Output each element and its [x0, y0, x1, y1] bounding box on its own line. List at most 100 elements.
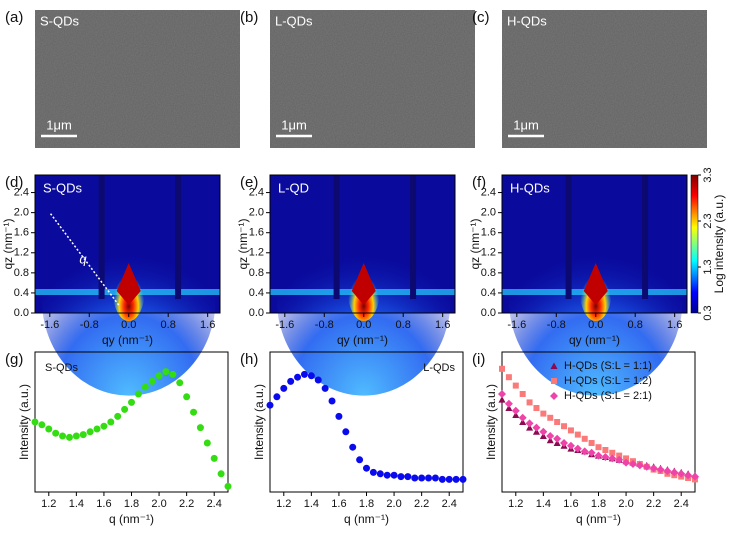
y-axis-label: qz (nm⁻¹) [1, 218, 15, 269]
data-point [321, 384, 329, 392]
data-point [594, 451, 603, 460]
data-point [511, 406, 520, 415]
y-tick-label: 1.6 [481, 227, 496, 239]
x-tick-label: 2.4 [674, 498, 689, 510]
data-point [404, 473, 412, 481]
y-tick-label: 0.4 [249, 287, 264, 299]
data-point [65, 433, 73, 441]
x-tick-label: -1.6 [275, 319, 294, 331]
x-tick-label: 0.0 [588, 319, 603, 331]
y-tick-label: 0.0 [14, 307, 29, 319]
data-point [459, 475, 467, 483]
x-tick-label: 0.8 [628, 319, 643, 331]
data-point [546, 432, 555, 440]
data-point [376, 470, 384, 478]
x-axis-label: q (nm⁻¹) [109, 512, 154, 526]
data-point [505, 374, 512, 381]
x-tick-label: 1.8 [124, 498, 139, 510]
x-tick-label: -1.6 [507, 319, 526, 331]
data-point [210, 454, 218, 462]
data-point [532, 423, 541, 432]
data-point [176, 379, 184, 387]
data-point [553, 434, 562, 443]
panel-tag: (e) [240, 174, 258, 191]
data-point [499, 365, 505, 372]
data-point [438, 475, 446, 483]
sem-image [270, 10, 475, 148]
x-tick-label: 1.8 [591, 498, 606, 510]
colorbar-tick-label: 3.3 [702, 167, 714, 182]
data-point [656, 465, 665, 474]
y-tick-label: 1.2 [481, 247, 496, 259]
data-point [217, 470, 225, 478]
data-point [203, 439, 211, 447]
data-point [287, 377, 295, 385]
detector-gap [333, 175, 340, 299]
x-tick-label: 0.0 [121, 319, 136, 331]
x-tick-label: 1.4 [304, 498, 319, 510]
x-tick-label: 0.8 [161, 319, 176, 331]
data-point [561, 423, 568, 430]
panel-tag: (g) [5, 351, 23, 368]
y-tick-label: 2.0 [481, 207, 496, 219]
panel-tag: (i) [472, 351, 485, 368]
panel-tag: (d) [5, 174, 23, 191]
legend-marker [550, 392, 558, 400]
data-point [128, 398, 135, 406]
data-point [540, 410, 547, 417]
y-tick-label: 0.0 [481, 307, 496, 319]
detector-gap [175, 175, 182, 299]
annotation: q [79, 252, 87, 267]
y-tick-label: 2.4 [249, 186, 264, 198]
x-tick-label: 2.2 [646, 498, 661, 510]
data-point [554, 419, 561, 425]
data-point [601, 453, 610, 461]
detector-gap [410, 175, 417, 299]
x-tick-label: 2.0 [386, 498, 401, 510]
data-point [383, 471, 391, 479]
frame [269, 174, 456, 314]
y-tick-label: 0.8 [249, 267, 264, 279]
data-point [162, 368, 170, 376]
y-tick-label: 2.0 [14, 207, 29, 219]
y-axis-label: qz (nm⁻¹) [236, 218, 250, 269]
legend-marker [551, 378, 557, 384]
panel-tag: (a) [5, 9, 23, 26]
data-point [356, 456, 364, 464]
panel-tag: (f) [472, 174, 486, 191]
x-tick-label: 2.2 [179, 498, 194, 510]
x-tick-label: 1.2 [508, 498, 523, 510]
x-tick-label: 2.4 [207, 498, 222, 510]
data-point [560, 439, 569, 447]
x-tick-label: 2.0 [618, 498, 633, 510]
data-point [512, 382, 519, 389]
data-point [425, 474, 433, 482]
panel-label: S-QDs [45, 362, 79, 374]
data-point [691, 472, 699, 481]
data-point [369, 468, 377, 476]
data-point [52, 429, 60, 437]
detector-gap [98, 175, 105, 299]
y-tick-label: 2.4 [14, 186, 29, 198]
data-point [452, 475, 460, 483]
data-point [148, 377, 156, 385]
colorbar-tick-label: 2.3 [702, 213, 714, 228]
data-point [155, 372, 163, 380]
legend-marker [550, 362, 558, 369]
y-axis-label: Intensity (a.u.) [252, 384, 266, 460]
data-point [363, 464, 370, 472]
x-tick-label: 0.0 [356, 319, 371, 331]
colorbar-label: Log intensity (a.u.) [712, 195, 726, 294]
data-point [93, 425, 101, 433]
panel-label: L-QD [278, 180, 309, 195]
data-point [45, 425, 53, 433]
x-axis-label: qy (nm⁻¹) [337, 333, 388, 347]
peak-core [116, 263, 141, 305]
frame [501, 174, 688, 314]
data-point [498, 390, 506, 398]
frame [34, 174, 221, 314]
data-point [307, 372, 315, 380]
data-point [525, 419, 534, 428]
data-point [533, 405, 540, 411]
